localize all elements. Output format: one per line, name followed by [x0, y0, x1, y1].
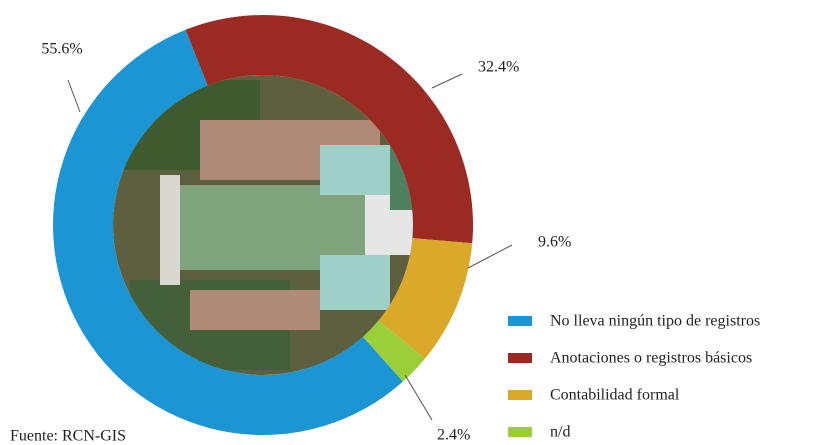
- donut-segment: [362, 320, 425, 382]
- center-photo: [113, 75, 413, 375]
- legend-label: n/d: [550, 424, 570, 441]
- legend-swatch: [508, 427, 532, 437]
- donut-segment: [185, 15, 473, 244]
- leader-line: [431, 73, 463, 89]
- leader-line: [67, 79, 81, 113]
- leader-line: [404, 374, 433, 421]
- donut-segment: [378, 238, 473, 359]
- legend-swatch: [508, 316, 532, 326]
- value-label: 32.4%: [478, 59, 519, 76]
- legend-label: Anotaciones o registros básicos: [550, 350, 752, 367]
- value-label: 9.6%: [538, 234, 571, 251]
- value-label: 2.4%: [437, 427, 470, 444]
- source-note: Fuente: RCN-GIS: [10, 428, 126, 445]
- donut-segment: [53, 29, 403, 435]
- legend-swatch: [508, 353, 532, 363]
- legend-label: Contabilidad formal: [550, 387, 680, 404]
- legend-label: No lleva ningún tipo de registros: [550, 313, 760, 330]
- legend-swatch: [508, 390, 532, 400]
- leader-line: [467, 244, 513, 269]
- value-label: 55.6%: [41, 41, 82, 58]
